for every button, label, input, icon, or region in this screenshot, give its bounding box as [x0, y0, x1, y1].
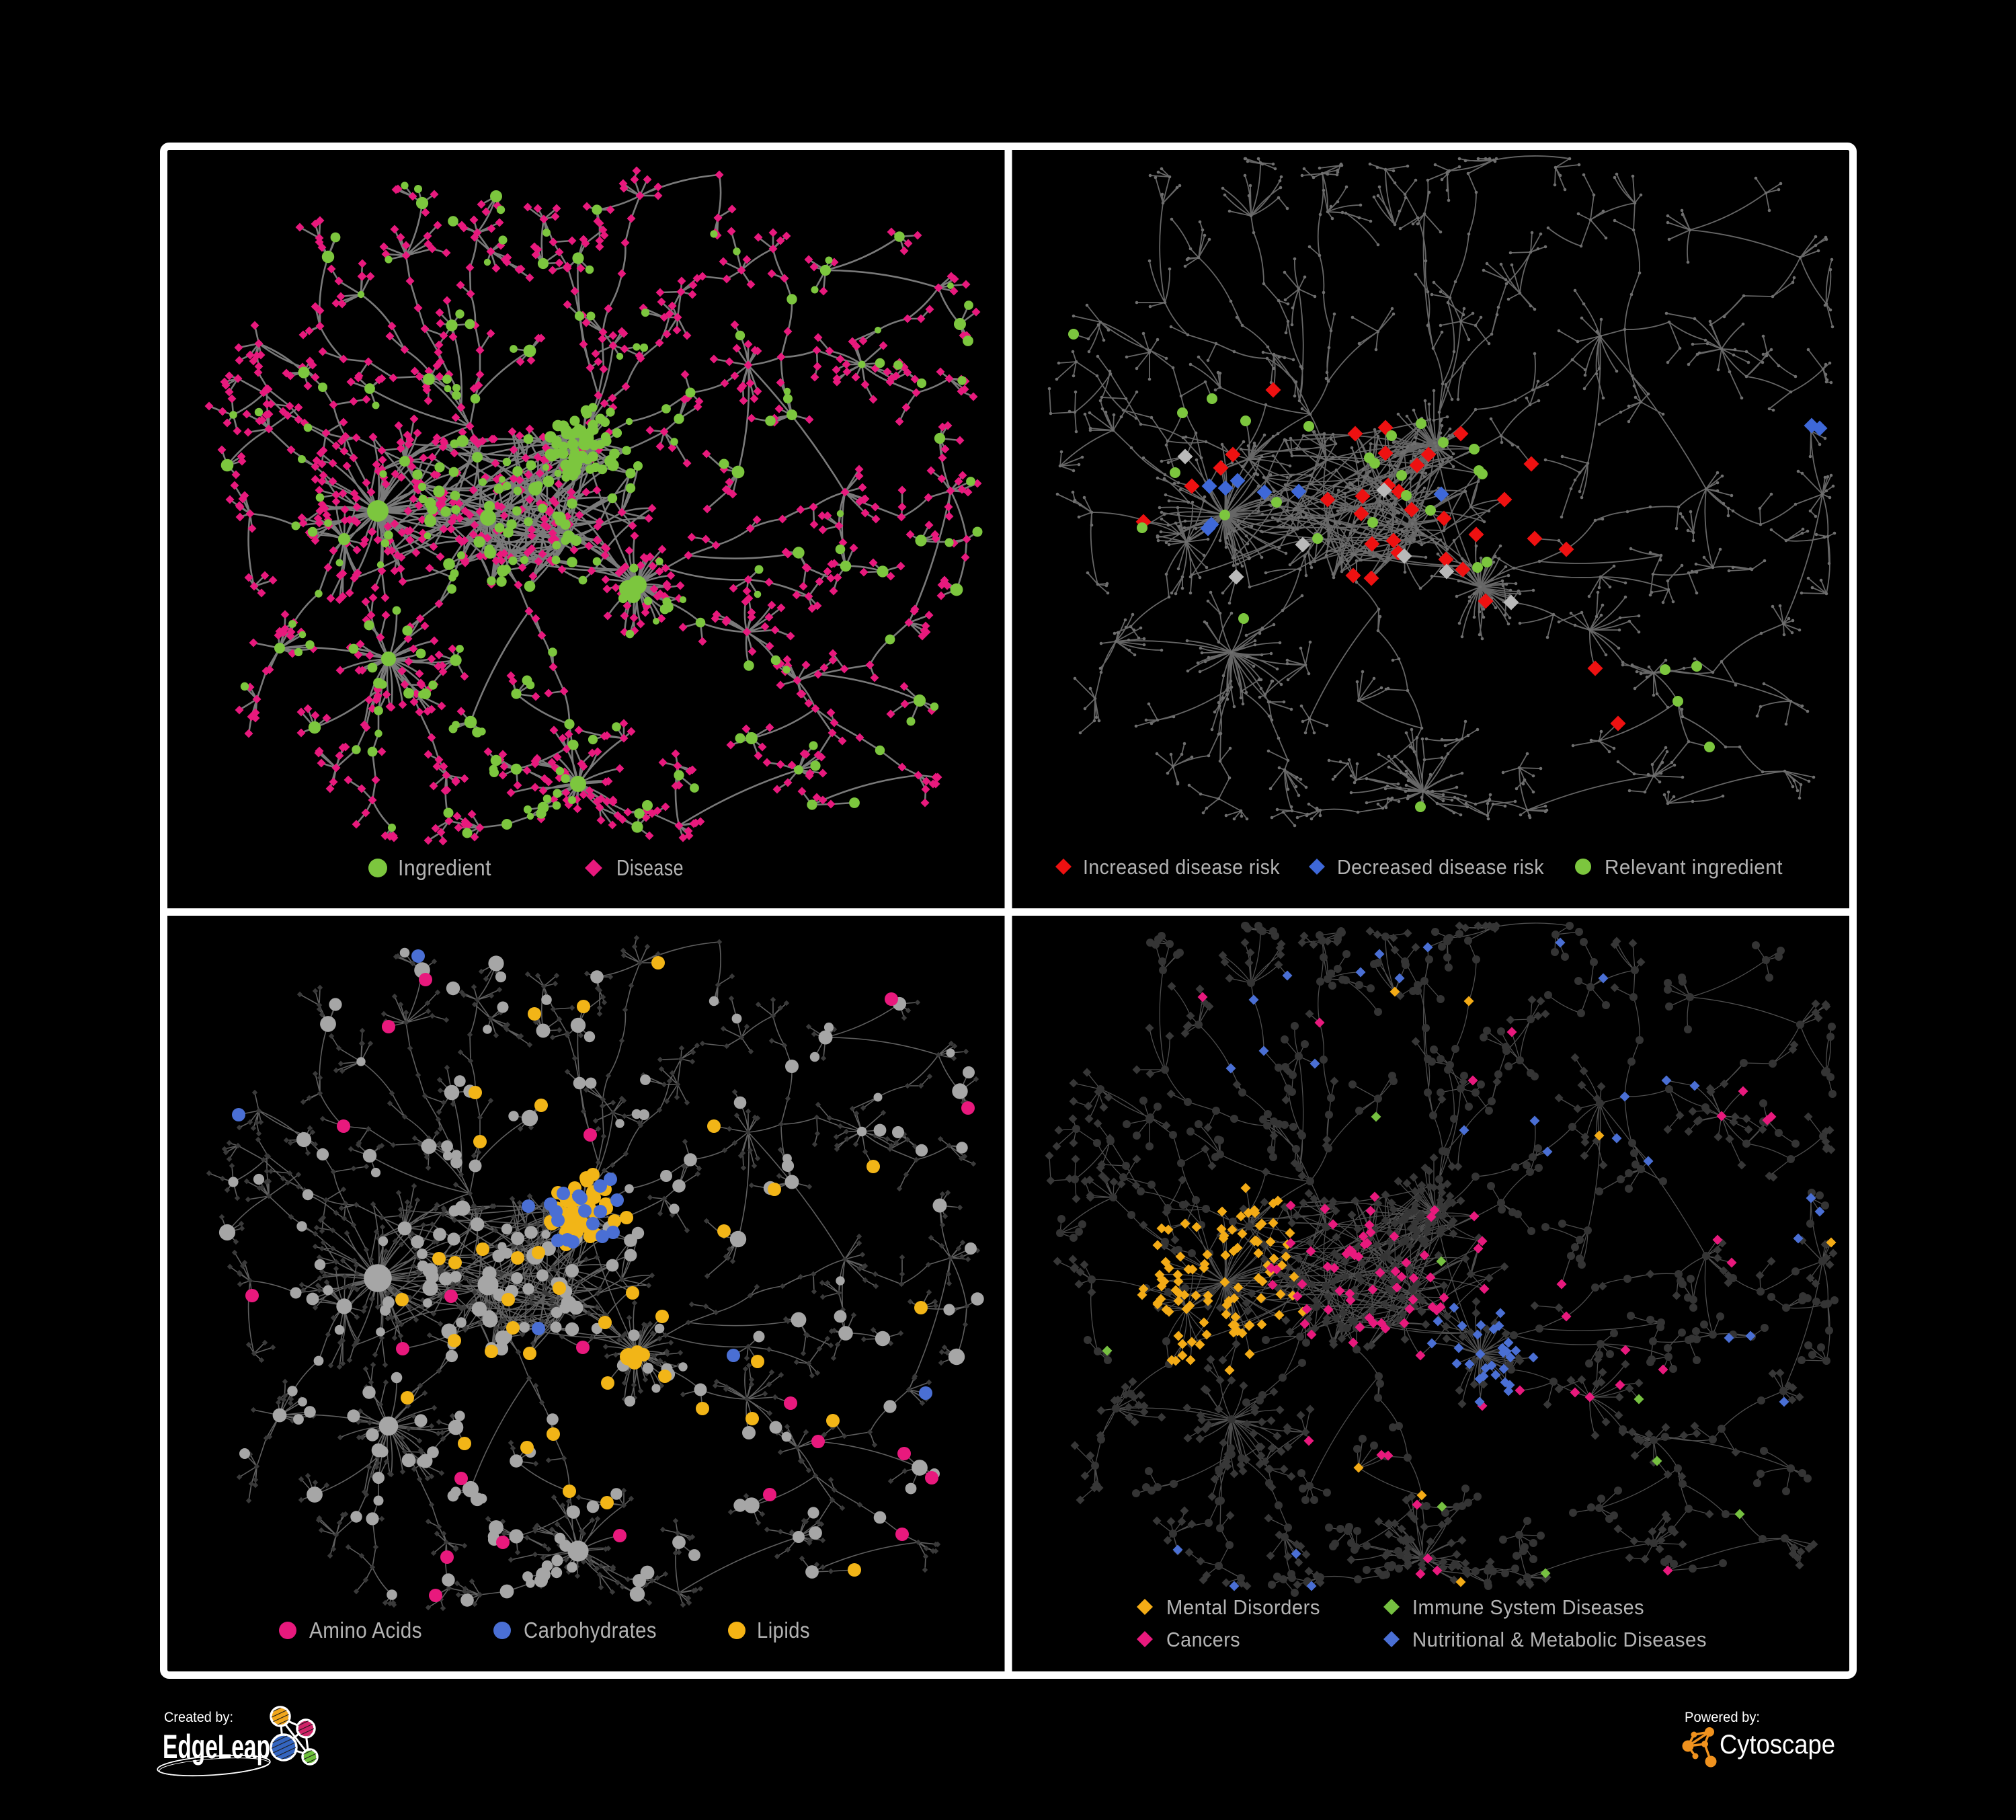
svg-text:Powered by:: Powered by: — [1685, 1710, 1760, 1725]
svg-text:Immune System Diseases: Immune System Diseases — [1412, 1595, 1644, 1619]
svg-text:EdgeLeap: EdgeLeap — [163, 1728, 270, 1766]
svg-text:Cancers: Cancers — [1166, 1628, 1240, 1651]
svg-text:Ingredient: Ingredient — [398, 855, 491, 880]
svg-text:Decreased disease risk: Decreased disease risk — [1337, 855, 1544, 879]
svg-text:Increased disease risk: Increased disease risk — [1083, 855, 1280, 879]
svg-text:Amino Acids: Amino Acids — [309, 1618, 422, 1643]
svg-text:Disease: Disease — [616, 855, 684, 880]
svg-text:Carbohydrates: Carbohydrates — [524, 1618, 657, 1643]
svg-text:Mental Disorders: Mental Disorders — [1166, 1595, 1320, 1619]
svg-text:Relevant ingredient: Relevant ingredient — [1605, 855, 1783, 879]
svg-text:Nutritional & Metabolic Diseas: Nutritional & Metabolic Diseases — [1412, 1628, 1707, 1651]
svg-text:Cytoscape: Cytoscape — [1720, 1730, 1835, 1759]
svg-text:Lipids: Lipids — [757, 1618, 810, 1643]
svg-text:Created by:: Created by: — [164, 1710, 233, 1725]
